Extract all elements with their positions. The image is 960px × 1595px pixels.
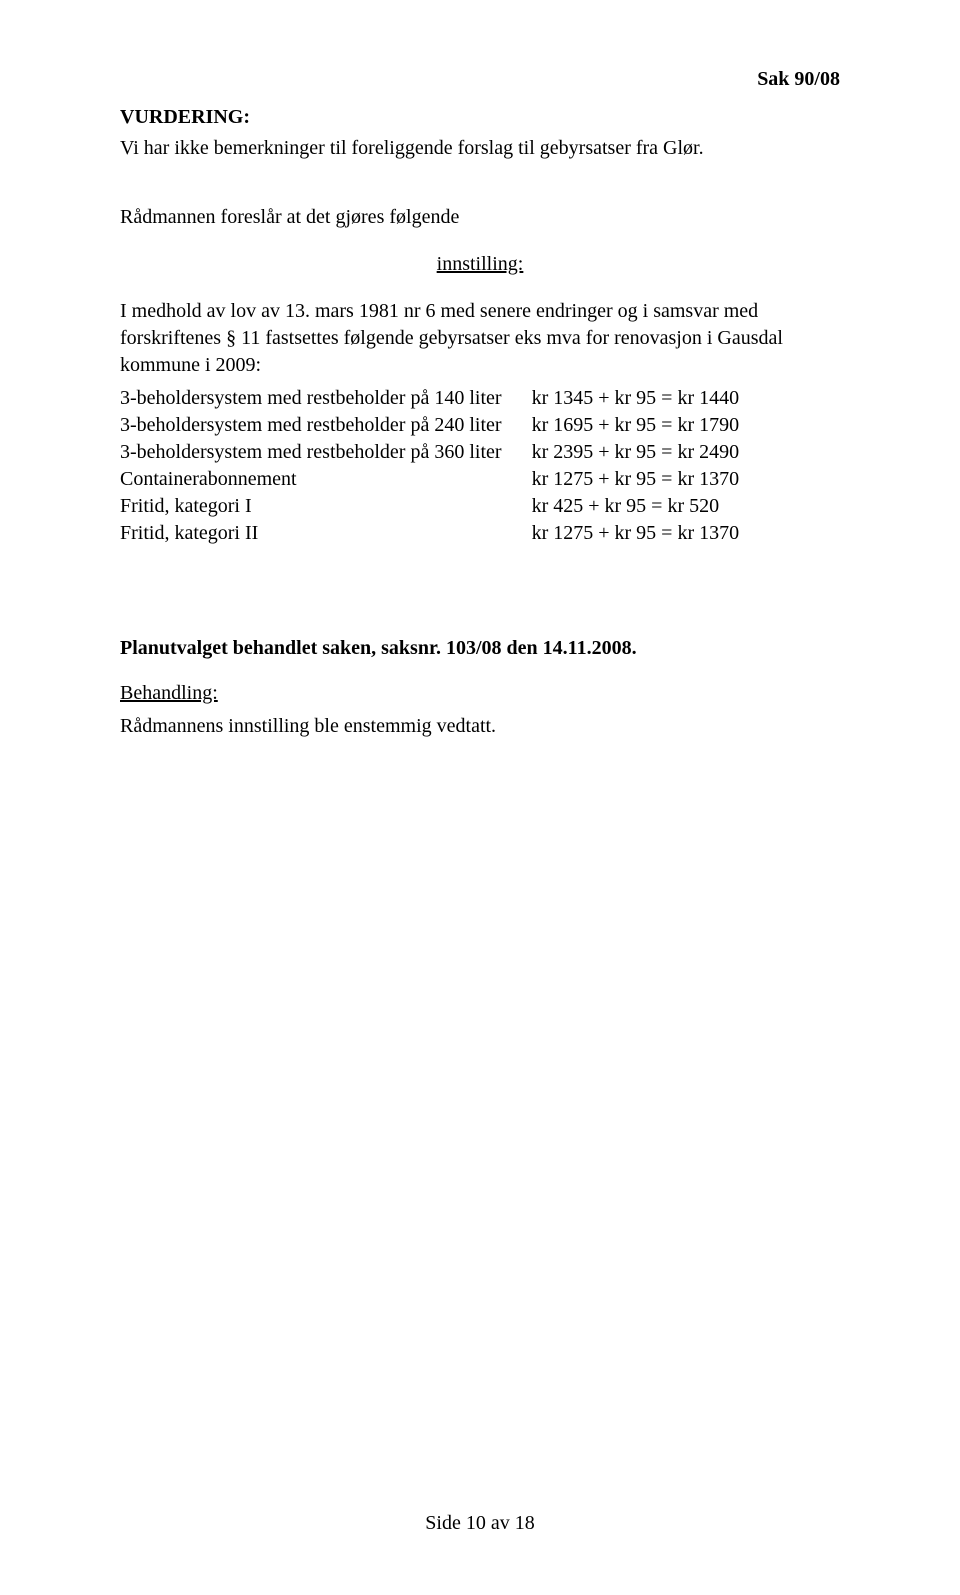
- proposal-paragraph: I medhold av lov av 13. mars 1981 nr 6 m…: [120, 298, 840, 379]
- proposal-lead: Rådmannen foreslår at det gjøres følgend…: [120, 204, 840, 231]
- fee-value: kr 1275 + kr 95 = kr 1370: [532, 466, 740, 493]
- table-row: 3-beholdersystem med restbeholder på 140…: [120, 385, 739, 412]
- fee-label: 3-beholdersystem med restbeholder på 360…: [120, 439, 532, 466]
- table-row: Fritid, kategori I kr 425 + kr 95 = kr 5…: [120, 493, 739, 520]
- table-row: Containerabonnement kr 1275 + kr 95 = kr…: [120, 466, 739, 493]
- table-row: Fritid, kategori II kr 1275 + kr 95 = kr…: [120, 520, 739, 547]
- fee-label: Fritid, kategori II: [120, 520, 532, 547]
- fee-value: kr 1695 + kr 95 = kr 1790: [532, 412, 740, 439]
- fee-table: 3-beholdersystem med restbeholder på 140…: [120, 385, 739, 547]
- fee-value: kr 2395 + kr 95 = kr 2490: [532, 439, 740, 466]
- innstilling-text: innstilling:: [437, 253, 524, 275]
- committee-heading: Planutvalget behandlet saken, saksnr. 10…: [120, 637, 840, 660]
- table-row: 3-beholdersystem med restbeholder på 360…: [120, 439, 739, 466]
- behandling-label-text: Behandling:: [120, 682, 218, 704]
- vurdering-text: Vi har ikke bemerkninger til foreliggend…: [120, 135, 840, 162]
- page-footer: Side 10 av 18: [0, 1512, 960, 1535]
- fee-label: Fritid, kategori I: [120, 493, 532, 520]
- fee-label: 3-beholdersystem med restbeholder på 240…: [120, 412, 532, 439]
- behandling-text: Rådmannens innstilling ble enstemmig ved…: [120, 713, 840, 740]
- fee-value: kr 1345 + kr 95 = kr 1440: [532, 385, 740, 412]
- fee-value: kr 425 + kr 95 = kr 520: [532, 493, 740, 520]
- table-row: 3-beholdersystem med restbeholder på 240…: [120, 412, 739, 439]
- vurdering-heading: VURDERING:: [120, 106, 840, 129]
- fee-label: 3-beholdersystem med restbeholder på 140…: [120, 385, 532, 412]
- innstilling-label: innstilling:: [120, 251, 840, 278]
- behandling-label: Behandling:: [120, 680, 840, 707]
- fee-label: Containerabonnement: [120, 466, 532, 493]
- fee-value: kr 1275 + kr 95 = kr 1370: [532, 520, 740, 547]
- case-number: Sak 90/08: [757, 68, 840, 91]
- document-page: Sak 90/08 VURDERING: Vi har ikke bemerkn…: [0, 0, 960, 1595]
